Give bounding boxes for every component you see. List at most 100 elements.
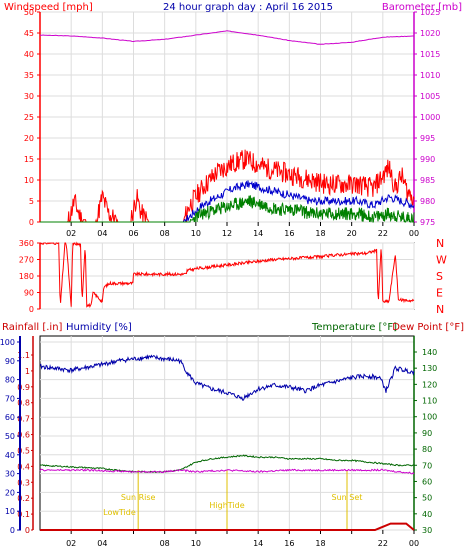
temp-tick-label: 120 xyxy=(422,380,437,389)
humidity-tick-label: 30 xyxy=(5,470,15,479)
compass-label: W xyxy=(436,254,447,267)
humidity-tick-label: 20 xyxy=(5,488,15,497)
x-tick-label: 14 xyxy=(253,229,263,238)
tide-label: Sun Rise xyxy=(121,493,156,502)
y-left-tick-label: 180 xyxy=(19,272,34,281)
humidity-tick-label: 0 xyxy=(10,526,15,535)
y-right-tick-label: 1005 xyxy=(420,92,440,101)
compass-label: E xyxy=(436,287,443,300)
tide-label: LowTide xyxy=(103,508,136,517)
y-left-tick-label: 5 xyxy=(29,197,34,206)
rain-tick-label: 0.1 xyxy=(17,510,30,519)
temp-tick-label: 60 xyxy=(422,477,432,486)
x-tick-label: 04 xyxy=(97,229,107,238)
x-tick-label: 00 xyxy=(409,229,419,238)
y-right-tick-label: 1020 xyxy=(420,29,440,38)
rain-tick-label: 0.4 xyxy=(17,462,30,471)
x-tick-label: 12 xyxy=(222,229,232,238)
humidity-tick-label: 40 xyxy=(5,451,15,460)
humidity-tick-label: 10 xyxy=(5,507,15,516)
x-tick-label: 06 xyxy=(128,229,138,238)
compass-label: N xyxy=(436,237,444,250)
x-tick-label: 02 xyxy=(66,539,76,548)
y-right-tick-label: 990 xyxy=(420,155,435,164)
y-left-tick-label: 25 xyxy=(24,113,34,122)
y-left-tick-label: 20 xyxy=(24,134,34,143)
temp-tick-label: 90 xyxy=(422,429,432,438)
x-tick-label: 14 xyxy=(253,539,263,548)
temp-tick-label: 100 xyxy=(422,413,437,422)
y-right-tick-label: 1025 xyxy=(420,8,440,17)
y-left-tick-label: 30 xyxy=(24,92,34,101)
y-right-tick-label: 1010 xyxy=(420,71,440,80)
temp-tick-label: 140 xyxy=(422,348,437,357)
compass-label: S xyxy=(436,270,443,283)
temp-tick-label: 130 xyxy=(422,364,437,373)
temp-tick-label: 40 xyxy=(422,510,432,519)
wind-baro-panel: 0510152025303540455097598098599099510001… xyxy=(4,2,462,238)
series-barometer xyxy=(39,30,414,45)
x-tick-label: 20 xyxy=(347,229,357,238)
series-dew-point xyxy=(39,468,415,475)
y-right-tick-label: 995 xyxy=(420,134,435,143)
y-left-tick-label: 0 xyxy=(29,305,34,314)
y-left-axis-label: Windspeed [mph] xyxy=(4,2,93,13)
y-left-tick-label: 360 xyxy=(19,239,34,248)
rain-humidity-temp-panel: 00.10.20.30.40.50.60.70.80.911.101020304… xyxy=(0,322,464,548)
y-left-tick-label: 40 xyxy=(24,50,34,59)
x-tick-label: 22 xyxy=(378,229,388,238)
y-left-tick-label: 50 xyxy=(24,8,34,17)
x-tick-label: 16 xyxy=(284,539,294,548)
rain-axis-label: Rainfall [.in] xyxy=(2,322,63,333)
humidity-tick-label: 90 xyxy=(5,357,15,366)
y-right-tick-label: 985 xyxy=(420,176,435,185)
x-tick-label: 08 xyxy=(160,539,170,548)
series-temperature xyxy=(39,454,415,474)
y-right-tick-label: 975 xyxy=(420,218,435,227)
x-tick-label: 10 xyxy=(191,229,201,238)
rain-tick-label: 0.9 xyxy=(17,383,30,392)
y-left-tick-label: 10 xyxy=(24,176,34,185)
x-tick-label: 08 xyxy=(160,229,170,238)
y-left-tick-label: 15 xyxy=(24,155,34,164)
rain-tick-label: 1 xyxy=(25,367,30,376)
y-right-tick-label: 1000 xyxy=(420,113,440,122)
series-rainfall xyxy=(40,522,415,531)
temp-tick-label: 70 xyxy=(422,461,432,470)
tide-label: HighTide xyxy=(209,501,244,510)
rain-tick-label: 0.3 xyxy=(17,478,30,487)
temp-axis-label: Temperature [°F] xyxy=(311,322,397,333)
y-left-tick-label: 90 xyxy=(24,289,34,298)
series-wind-direction xyxy=(39,241,415,308)
x-tick-label: 18 xyxy=(315,539,325,548)
rain-tick-label: 0.6 xyxy=(17,431,30,440)
humidity-tick-label: 60 xyxy=(5,413,15,422)
series-windspeed xyxy=(40,149,415,223)
x-tick-label: 18 xyxy=(315,229,325,238)
tide-label: Sun Set xyxy=(332,493,363,502)
humidity-tick-label: 70 xyxy=(5,394,15,403)
temp-tick-label: 50 xyxy=(422,494,432,503)
dew-axis-label: Dew Point [°F] xyxy=(392,322,464,333)
temp-tick-label: 110 xyxy=(422,397,437,406)
humidity-tick-label: 50 xyxy=(5,432,15,441)
y-left-tick-label: 35 xyxy=(24,71,34,80)
x-tick-label: 16 xyxy=(284,229,294,238)
x-tick-label: 00 xyxy=(409,539,419,548)
rain-tick-label: 1.1 xyxy=(17,351,30,360)
rain-tick-label: 0.5 xyxy=(17,446,30,455)
y-right-axis-label: Barometer [mb] xyxy=(382,2,462,13)
y-right-tick-label: 980 xyxy=(420,197,435,206)
compass-label: N xyxy=(436,303,444,316)
x-tick-label: 22 xyxy=(378,539,388,548)
series-humidity xyxy=(39,354,415,401)
humidity-tick-label: 100 xyxy=(0,338,15,347)
rain-tick-label: 0.2 xyxy=(17,494,30,503)
series-wind-low xyxy=(40,195,415,223)
y-left-tick-label: 0 xyxy=(29,218,34,227)
rain-tick-label: 0.7 xyxy=(17,415,30,424)
y-left-tick-label: 270 xyxy=(19,256,34,265)
